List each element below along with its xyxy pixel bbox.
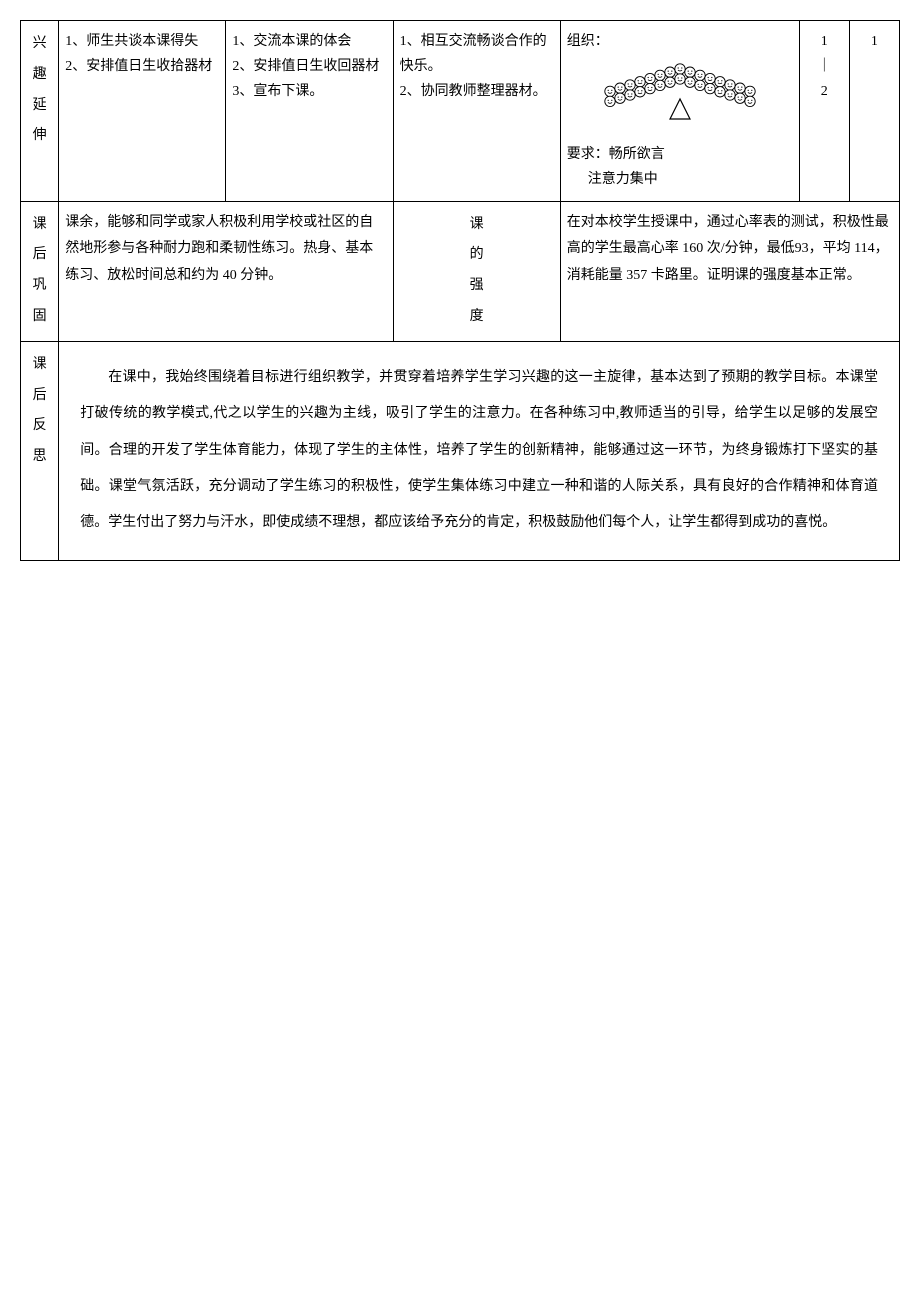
interaction-cell: 1、相互交流畅谈合作的快乐。 2、协同教师整理器材。 [393, 21, 560, 202]
organization-cell: 组织： 要求：畅所欲言 注意力集中 [560, 21, 799, 202]
label-char: 反 [33, 418, 47, 433]
activity-item: 2、安排值日生收回器材 [232, 54, 386, 79]
org-label: 组织： [567, 29, 793, 54]
label-char: 强 [470, 278, 484, 293]
label-char: 课 [33, 217, 47, 232]
count-value: 1 [871, 34, 878, 49]
time-sep: ｜ [817, 59, 831, 74]
time-top: 1 [821, 34, 828, 49]
label-char: 思 [33, 449, 47, 464]
reflection-row: 课 后 反 思 在课中，我始终围绕着目标进行组织教学，并贯穿着培养学生学习兴趣的… [21, 341, 900, 560]
activity-item: 1、师生共谈本课得失 [65, 29, 219, 54]
consolidation-label-cell: 课 后 巩 固 [21, 201, 59, 341]
time-cell: 1 ｜ 2 [799, 21, 849, 202]
teacher-activity-cell: 1、师生共谈本课得失 2、安排值日生收拾器材 [59, 21, 226, 202]
lesson-plan-table: 兴 趣 延 伸 1、师生共谈本课得失 2、安排值日生收拾器材 1、交流本课的体会… [20, 20, 900, 561]
student-activity-cell: 1、交流本课的体会 2、安排值日生收回器材 3、宣布下课。 [226, 21, 393, 202]
reflection-label-cell: 课 后 反 思 [21, 341, 59, 560]
interest-extension-row: 兴 趣 延 伸 1、师生共谈本课得失 2、安排值日生收拾器材 1、交流本课的体会… [21, 21, 900, 202]
label-char: 度 [470, 309, 484, 324]
req-text-1: 畅所欲言 [609, 147, 665, 162]
label-char: 课 [470, 217, 484, 232]
label-char: 课 [33, 357, 47, 372]
reflection-content-cell: 在课中，我始终围绕着目标进行组织教学，并贯穿着培养学生学习兴趣的这一主旋律，基本… [59, 341, 900, 560]
label-char: 巩 [33, 278, 47, 293]
consolidation-text: 课余，能够和同学或家人积极利用学校或社区的自然地形参与各种耐力跑和柔韧性练习。热… [65, 215, 373, 283]
activity-item: 2、安排值日生收拾器材 [65, 54, 219, 79]
activity-item: 3、宣布下课。 [232, 79, 386, 104]
count-cell: 1 [849, 21, 899, 202]
reflection-paragraph: 在课中，我始终围绕着目标进行组织教学，并贯穿着培养学生学习兴趣的这一主旋律，基本… [65, 350, 893, 552]
activity-item: 2、协同教师整理器材。 [400, 79, 554, 104]
label-char: 后 [33, 388, 47, 403]
label-char: 伸 [33, 128, 47, 143]
label-char: 延 [33, 98, 47, 113]
consolidation-content: 课余，能够和同学或家人积极利用学校或社区的自然地形参与各种耐力跑和柔韧性练习。热… [59, 201, 393, 341]
req-text-2: 注意力集中 [588, 172, 658, 187]
label-char: 兴 [33, 36, 47, 51]
label-char: 后 [33, 247, 47, 262]
activity-item: 1、交流本课的体会 [232, 29, 386, 54]
formation-diagram [567, 54, 793, 134]
requirement-block: 要求：畅所欲言 注意力集中 [567, 142, 793, 192]
consolidation-row: 课 后 巩 固 课余，能够和同学或家人积极利用学校或社区的自然地形参与各种耐力跑… [21, 201, 900, 341]
label-char: 的 [470, 247, 484, 262]
intensity-label-cell: 课 的 强 度 [393, 201, 560, 341]
reflection-text: 在课中，我始终围绕着目标进行组织教学，并贯穿着培养学生学习兴趣的这一主旋律，基本… [80, 360, 878, 542]
interest-label-cell: 兴 趣 延 伸 [21, 21, 59, 202]
formation-svg [595, 59, 765, 129]
triangle-icon [670, 99, 690, 119]
label-char: 趣 [33, 67, 47, 82]
req-label: 要求： [567, 147, 609, 162]
intensity-content: 在对本校学生授课中，通过心率表的测试，积极性最高的学生最高心率 160 次/分钟… [560, 201, 899, 341]
intensity-text: 在对本校学生授课中，通过心率表的测试，积极性最高的学生最高心率 160 次/分钟… [567, 215, 889, 283]
label-char: 固 [33, 309, 47, 324]
time-bot: 2 [821, 84, 828, 99]
activity-item: 1、相互交流畅谈合作的快乐。 [400, 29, 554, 79]
